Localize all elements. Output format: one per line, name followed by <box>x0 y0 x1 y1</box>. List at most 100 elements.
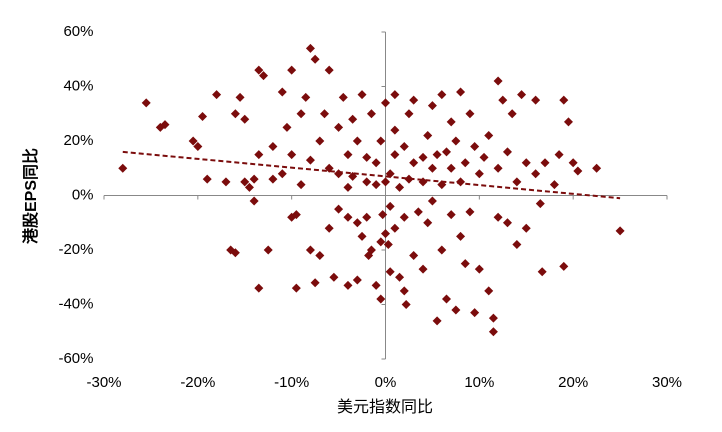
point <box>277 87 287 97</box>
point <box>376 237 386 247</box>
point <box>479 152 489 162</box>
point <box>381 229 390 239</box>
point <box>324 223 334 233</box>
point <box>343 182 353 192</box>
point <box>371 280 381 290</box>
point <box>378 210 388 220</box>
point <box>488 313 498 323</box>
x-tick-label: 0% <box>375 374 397 391</box>
x-axis-title: 美元指数同比 <box>337 398 433 416</box>
point <box>249 196 259 206</box>
point <box>198 111 208 121</box>
point <box>343 150 353 160</box>
point <box>399 212 409 222</box>
point <box>381 177 390 187</box>
x-tick-label: -30% <box>86 374 121 391</box>
point <box>287 65 297 75</box>
point <box>493 212 503 222</box>
point <box>364 250 374 260</box>
point <box>441 294 451 304</box>
point <box>446 210 456 220</box>
point <box>305 155 315 165</box>
point <box>305 245 315 255</box>
point <box>437 90 447 100</box>
y-tick-label: -40% <box>58 295 93 312</box>
point <box>362 152 372 162</box>
point <box>399 286 409 296</box>
point <box>390 90 400 100</box>
point <box>385 267 395 277</box>
point <box>451 136 461 146</box>
x-tick-label: -20% <box>180 374 215 391</box>
point <box>268 174 278 184</box>
point <box>390 150 400 160</box>
point <box>383 240 393 250</box>
point <box>287 150 297 160</box>
point <box>118 163 128 173</box>
point <box>249 174 259 184</box>
point <box>521 158 531 168</box>
point <box>460 158 470 168</box>
point <box>376 136 386 146</box>
point <box>334 122 344 132</box>
point <box>512 240 522 250</box>
point <box>282 122 292 132</box>
point <box>418 264 428 274</box>
point <box>291 283 301 293</box>
point <box>456 231 466 241</box>
point <box>460 259 470 269</box>
point <box>418 152 428 162</box>
point <box>484 286 494 296</box>
point <box>315 136 325 146</box>
point <box>366 109 376 119</box>
y-tick-label: -20% <box>58 241 93 258</box>
point <box>413 207 423 217</box>
point <box>456 177 466 187</box>
y-tick-label: 60% <box>63 23 93 40</box>
point <box>352 136 362 146</box>
point <box>521 223 531 233</box>
point <box>240 177 250 187</box>
x-tick-label: -10% <box>274 374 309 391</box>
point <box>254 283 264 293</box>
point <box>507 109 517 119</box>
point <box>230 109 240 119</box>
point <box>395 272 405 282</box>
point <box>423 131 433 141</box>
y-tick-label: 0% <box>72 186 94 203</box>
point <box>334 204 344 214</box>
point <box>615 226 625 236</box>
point <box>484 131 494 141</box>
point <box>531 169 541 179</box>
point <box>362 177 372 187</box>
point <box>160 120 170 130</box>
point <box>357 231 367 241</box>
point <box>456 87 466 97</box>
point <box>573 166 583 176</box>
point <box>446 163 456 173</box>
point <box>263 245 273 255</box>
point <box>465 109 475 119</box>
point <box>409 158 419 168</box>
point <box>390 223 400 233</box>
point <box>296 180 306 190</box>
point <box>474 169 484 179</box>
point <box>320 109 330 119</box>
x-tick-label: 20% <box>558 374 588 391</box>
point <box>404 174 414 184</box>
point <box>352 218 362 228</box>
point <box>277 169 287 179</box>
point <box>348 114 358 124</box>
point <box>470 308 480 318</box>
point <box>517 90 527 100</box>
point <box>409 250 419 260</box>
point <box>493 163 503 173</box>
point <box>399 141 409 151</box>
point <box>470 141 480 151</box>
point <box>352 275 362 285</box>
point <box>537 267 547 277</box>
point <box>563 117 573 127</box>
point <box>535 199 545 209</box>
point <box>362 212 372 222</box>
